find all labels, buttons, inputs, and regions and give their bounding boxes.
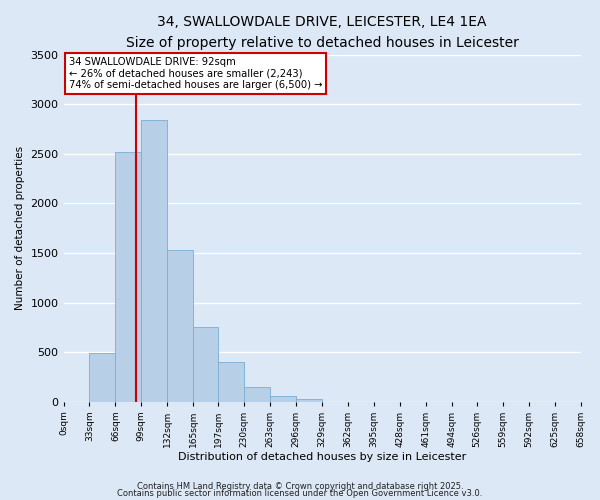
Text: 34 SWALLOWDALE DRIVE: 92sqm
← 26% of detached houses are smaller (2,243)
74% of : 34 SWALLOWDALE DRIVE: 92sqm ← 26% of det… [69,56,322,90]
Bar [167,250,193,402]
Bar [244,387,270,402]
Bar [142,120,167,402]
X-axis label: Distribution of detached houses by size in Leicester: Distribution of detached houses by size … [178,452,466,462]
Text: Contains public sector information licensed under the Open Government Licence v3: Contains public sector information licen… [118,489,482,498]
Bar [296,398,322,402]
Bar [270,396,296,402]
Bar [89,353,115,402]
Title: 34, SWALLOWDALE DRIVE, LEICESTER, LE4 1EA
Size of property relative to detached : 34, SWALLOWDALE DRIVE, LEICESTER, LE4 1E… [125,15,518,50]
Text: Contains HM Land Registry data © Crown copyright and database right 2025.: Contains HM Land Registry data © Crown c… [137,482,463,491]
Bar [193,328,218,402]
Bar [115,152,142,402]
Bar [218,362,244,402]
Y-axis label: Number of detached properties: Number of detached properties [15,146,25,310]
